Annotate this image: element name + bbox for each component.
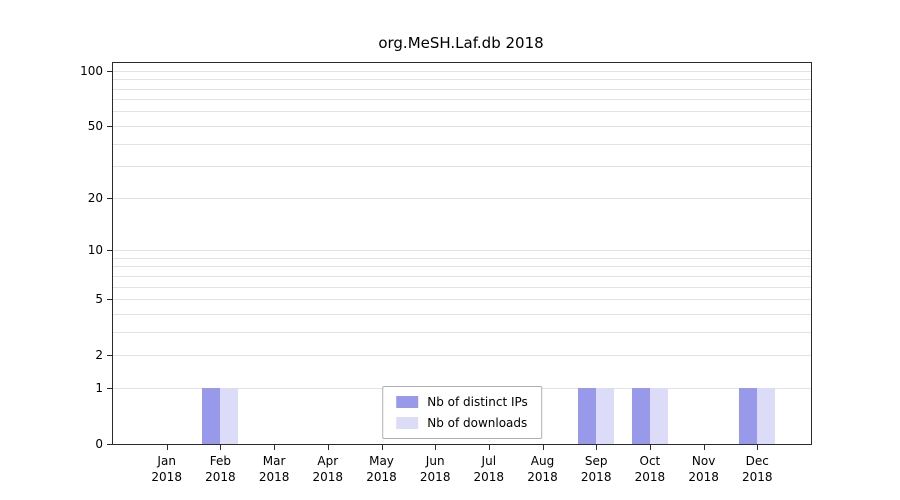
y-tick-label: 5: [95, 292, 103, 306]
x-tick-label: Nov 2018: [688, 454, 719, 485]
gridline: [113, 88, 811, 90]
y-tick-label: 100: [80, 63, 103, 78]
y-tick-mark: [107, 125, 113, 127]
bar-sep-downloads: [596, 387, 615, 444]
legend-label-distinct-ips: Nb of distinct IPs: [427, 395, 528, 409]
x-tick-mark: [757, 444, 759, 450]
legend: Nb of distinct IPs Nb of downloads: [382, 386, 542, 439]
x-tick-label: Mar 2018: [258, 454, 290, 485]
gridline: [113, 313, 811, 315]
x-tick-mark: [435, 444, 437, 450]
y-tick-mark: [107, 444, 113, 445]
gridline: [113, 99, 811, 101]
x-tick-mark: [381, 444, 383, 450]
x-tick-label: Apr 2018: [312, 454, 344, 485]
y-tick-mark: [107, 299, 113, 300]
x-tick-mark: [166, 444, 168, 450]
y-tick-mark: [107, 250, 113, 251]
gridline: [113, 197, 811, 199]
y-tick-label: 2: [95, 348, 103, 363]
plot-area: Nb of distinct IPs Nb of downloads 0 1 2 5 1…: [80, 62, 812, 484]
x-tick-mark: [649, 444, 651, 450]
x-tick-mark: [596, 444, 598, 450]
x-tick-mark: [542, 444, 544, 450]
y-tick-label: 10: [87, 243, 103, 257]
y-tick-mark: [107, 355, 113, 357]
gridline: [113, 257, 811, 259]
x-tick-label: Oct 2018: [634, 454, 666, 485]
gridline: [113, 299, 811, 300]
gridline: [113, 275, 811, 277]
legend-swatch-downloads: [396, 417, 419, 429]
bar-oct-downloads: [649, 387, 668, 444]
x-tick-label: Dec 2018: [742, 454, 773, 485]
y-tick-mark: [107, 197, 113, 199]
x-tick-mark: [274, 444, 276, 450]
x-tick-label: Sep 2018: [580, 454, 612, 485]
chart-title: org.MeSH.Laf.db 2018: [378, 34, 544, 52]
gridline: [113, 111, 811, 113]
y-tick-label: 1: [95, 380, 103, 395]
bar-oct-distinct-ips: [631, 387, 650, 444]
bar-feb-downloads: [220, 387, 239, 444]
gridline: [113, 250, 811, 251]
gridline: [113, 125, 811, 127]
legend-label-downloads: Nb of downloads: [427, 416, 528, 430]
gridline: [113, 286, 811, 288]
x-tick-mark: [488, 444, 490, 450]
gridline: [113, 143, 811, 145]
bar-dec-distinct-ips: [739, 387, 758, 444]
gridline: [113, 266, 811, 268]
gridline: [113, 70, 811, 72]
y-tick-label: 0: [95, 437, 103, 451]
gridline: [113, 331, 811, 333]
legend-swatch-distinct-ips: [396, 396, 419, 408]
y-tick-label: 20: [87, 190, 103, 205]
y-tick-label: 50: [87, 118, 103, 133]
x-tick-mark: [703, 444, 705, 450]
y-tick-mark: [107, 70, 113, 72]
x-tick-label: Feb 2018: [205, 454, 236, 485]
bar-dec-downloads: [757, 387, 776, 444]
legend-item-distinct-ips: Nb of distinct IPs: [396, 395, 528, 409]
x-tick-label: Jun 2018: [419, 454, 451, 485]
x-tick-label: Jan 2018: [151, 454, 182, 485]
bar-sep-distinct-ips: [578, 387, 597, 444]
bar-feb-distinct-ips: [202, 387, 221, 444]
x-tick-label: Aug 2018: [527, 454, 558, 485]
x-tick-label: Jul 2018: [473, 454, 505, 485]
gridline: [113, 355, 811, 357]
x-tick-mark: [220, 444, 222, 450]
x-tick-mark: [327, 444, 329, 450]
gridline: [113, 166, 811, 168]
gridline: [113, 79, 811, 81]
legend-item-downloads: Nb of downloads: [396, 416, 528, 430]
y-tick-mark: [107, 387, 113, 389]
x-tick-label: May 2018: [366, 454, 397, 485]
